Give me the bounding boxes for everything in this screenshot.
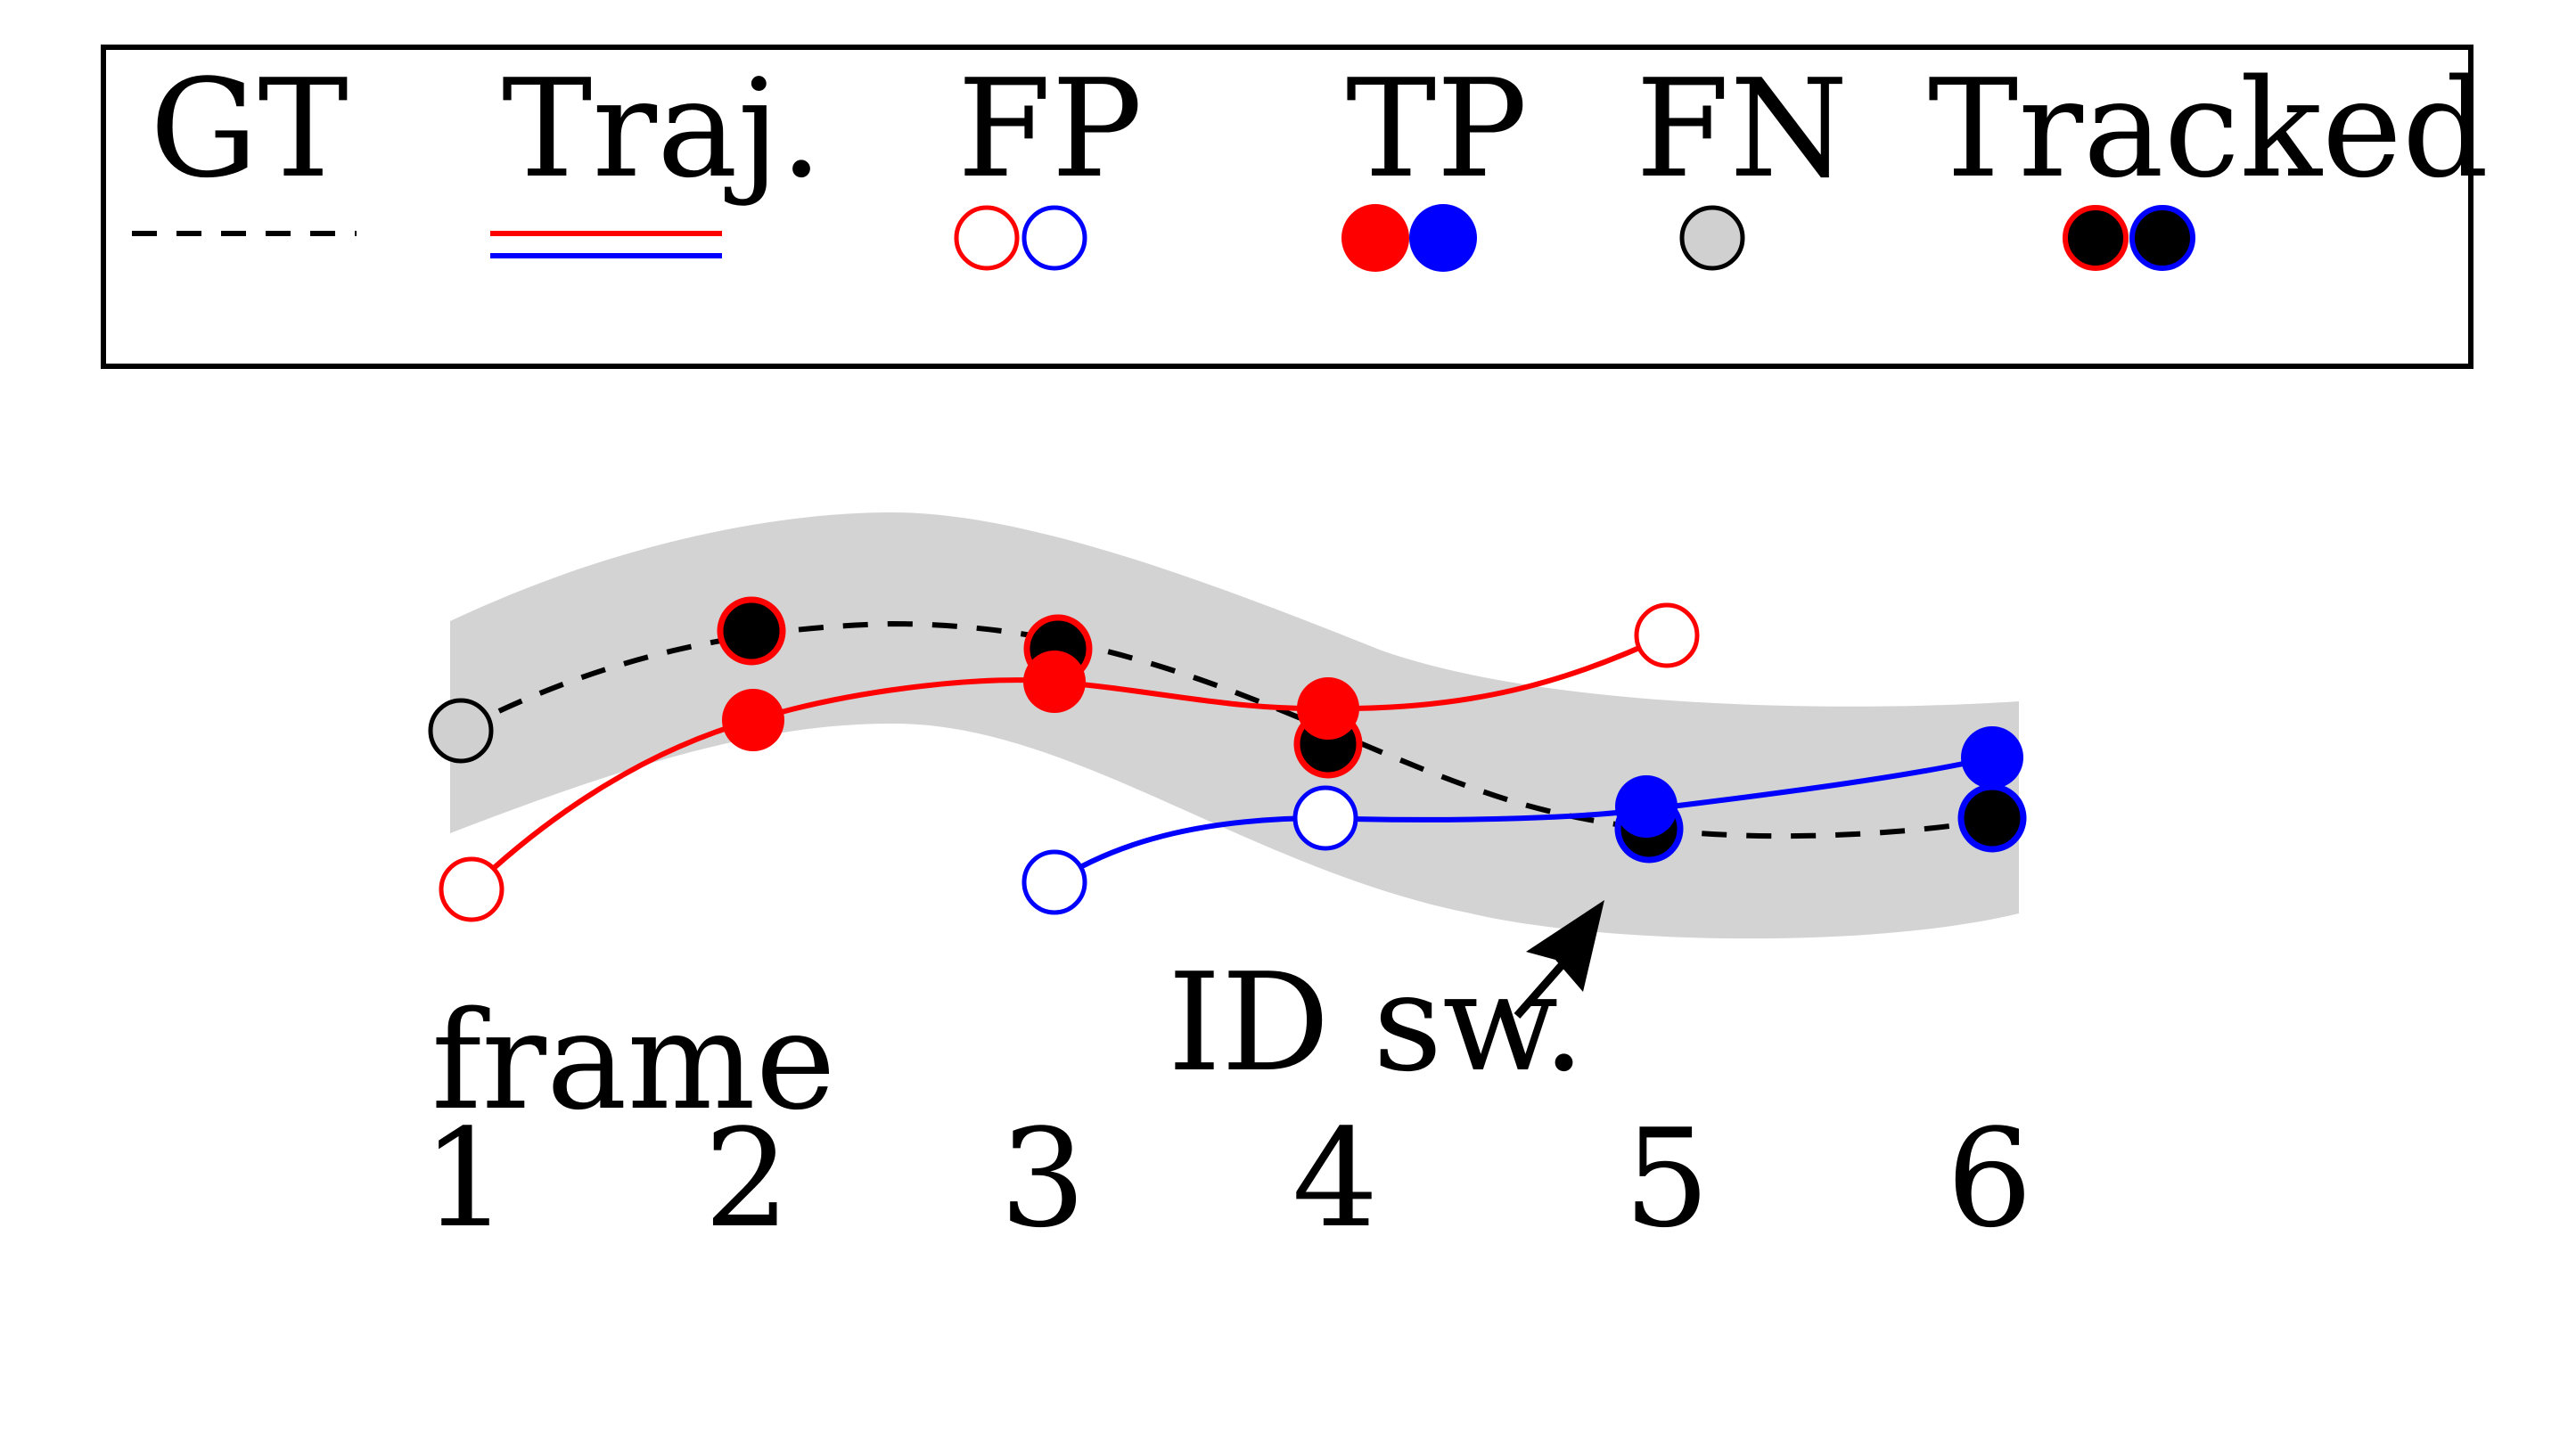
legend-label-tracked: Tracked — [1928, 50, 2489, 208]
id-switch-arrow-icon — [1514, 900, 1604, 1019]
legend-label-traj: Traj. — [502, 50, 823, 208]
fn-circle-frame1 — [428, 698, 494, 764]
frame-tick-4: 4 — [1292, 1100, 1379, 1257]
legend-label-fp: FP — [957, 50, 1143, 208]
tp-red-circle-frame4 — [1297, 677, 1359, 740]
frame-tick-6: 6 — [1947, 1100, 2033, 1257]
gt-dashed-path — [457, 620, 1993, 839]
frame-tick-1: 1 — [422, 1100, 509, 1257]
tp-blue-circle-frame6 — [1961, 726, 2023, 789]
frame-tick-5: 5 — [1624, 1100, 1710, 1257]
frame-tick-2: 2 — [704, 1100, 791, 1257]
id-switch-label: ID sw. — [1168, 944, 1586, 1101]
fp-red-circle-frame5 — [1634, 602, 1700, 668]
gt-tolerance-band — [450, 512, 2019, 939]
legend: GT Traj. FP TP FN Tracked — [101, 45, 2489, 369]
fp-red-circle-frame1 — [439, 856, 505, 922]
fp-blue-circle-frame3 — [1021, 849, 1087, 915]
frame-tick-3: 3 — [1000, 1100, 1087, 1257]
tp-red-circle-frame3 — [1023, 651, 1086, 713]
tracked-blue-circle-frame6 — [1957, 783, 2027, 853]
legend-tracked-red-circle — [2063, 205, 2129, 271]
fp-blue-circle-frame4 — [1292, 785, 1358, 851]
legend-fn-circle — [1679, 205, 1745, 271]
tracked-red-circle-frame2 — [717, 596, 786, 666]
blue-trajectory — [1053, 755, 1993, 885]
legend-label-tp: TP — [1346, 50, 1528, 208]
legend-label-fn: FN — [1636, 50, 1848, 208]
legend-frame — [101, 45, 2473, 369]
legend-tp-red-circle — [1341, 204, 1409, 272]
tp-blue-circle-frame5 — [1615, 775, 1678, 838]
legend-tp-blue-circle — [1409, 204, 1477, 272]
legend-fp-red-circle — [954, 205, 1020, 271]
legend-label-gt: GT — [150, 50, 349, 208]
tp-red-circle-frame2 — [722, 689, 784, 751]
legend-fp-blue-circle — [1021, 205, 1087, 271]
legend-tracked-blue-circle — [2129, 205, 2195, 271]
tracking-example: ID sw. frame 1 2 3 4 5 6 — [422, 512, 2033, 1257]
frame-axis-title: frame — [431, 982, 836, 1140]
